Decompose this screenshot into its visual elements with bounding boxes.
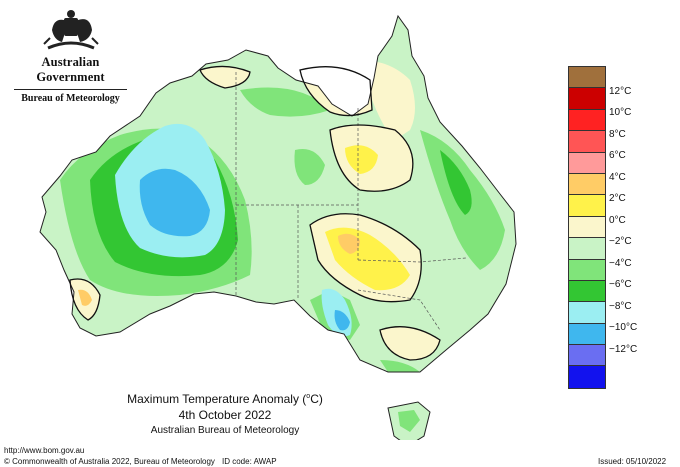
legend-swatch xyxy=(569,238,605,260)
map-date: 4th October 2022 xyxy=(178,408,272,422)
coat-of-arms-icon xyxy=(42,10,99,50)
legend-label: 4°C xyxy=(609,172,626,183)
legend-swatch xyxy=(569,152,605,174)
map-title: Maximum Temperature Anomaly (oC) xyxy=(127,392,323,406)
anomaly-contours xyxy=(69,65,441,361)
legend-label: −10°C xyxy=(609,322,638,333)
map-credit: Australian Bureau of Meteorology xyxy=(150,425,300,436)
legend-label: 0°C xyxy=(609,215,626,226)
footer-copyright: © Commonwealth of Australia 2022, Bureau… xyxy=(4,457,215,466)
state-borders xyxy=(235,72,467,331)
legend-swatch xyxy=(569,88,605,110)
legend-swatch xyxy=(569,366,605,388)
legend-label: 6°C xyxy=(609,150,626,161)
legend-label: 10°C xyxy=(609,107,632,118)
legend-label: −8°C xyxy=(609,301,632,312)
logo-divider xyxy=(14,89,127,90)
legend-swatch xyxy=(569,345,605,367)
legend-swatch xyxy=(569,67,605,89)
legend-swatch xyxy=(569,131,605,153)
tasmania xyxy=(387,401,431,440)
legend-swatch xyxy=(569,259,605,281)
legend-swatch xyxy=(569,216,605,239)
bureau-name: Bureau of Meteorology xyxy=(21,93,120,104)
footer-issued: Issued: 05/10/2022 xyxy=(598,457,667,466)
legend-label: −4°C xyxy=(609,258,632,269)
anomaly-shading xyxy=(40,16,516,372)
footer-id-code: ID code: AWAP xyxy=(222,457,277,466)
legend-label: 2°C xyxy=(609,193,626,204)
coastline xyxy=(39,14,517,373)
government-logo: Australian Government Bureau of Meteorol… xyxy=(8,8,133,104)
legend-label: −6°C xyxy=(609,279,632,290)
legend-swatch xyxy=(569,173,605,196)
legend-swatch xyxy=(569,280,605,303)
legend-swatch xyxy=(569,323,605,346)
legend-label: 8°C xyxy=(609,129,626,140)
government-name: Australian Government xyxy=(36,55,105,84)
anomaly-map xyxy=(39,14,517,440)
legend-swatch xyxy=(569,109,605,132)
legend-swatch xyxy=(569,195,605,217)
footer-url: http://www.bom.gov.au xyxy=(4,446,85,455)
legend-label: 12°C xyxy=(609,86,632,97)
map-title-block: Maximum Temperature Anomaly (oC) 4th Oct… xyxy=(90,389,360,439)
legend-label: −2°C xyxy=(609,236,632,247)
legend-colorbar xyxy=(568,66,606,389)
legend-swatch xyxy=(569,302,605,324)
legend-label: −12°C xyxy=(609,344,638,355)
